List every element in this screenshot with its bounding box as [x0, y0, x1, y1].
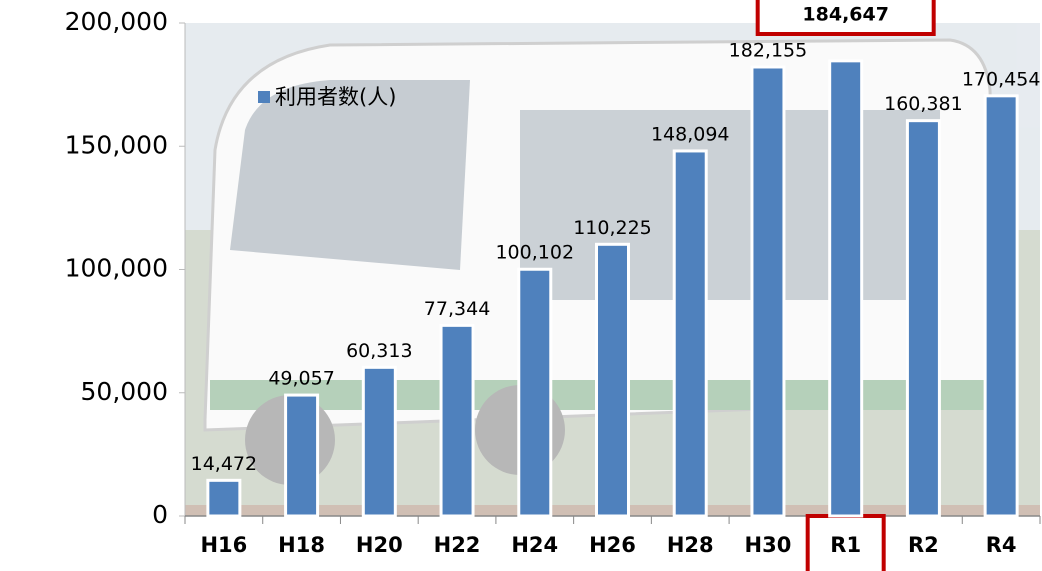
- bar: [985, 96, 1017, 516]
- value-label: 148,094: [651, 123, 730, 145]
- y-tick-label: 0: [152, 500, 168, 529]
- bar: [597, 244, 629, 516]
- bar: [907, 121, 939, 516]
- value-label: 184,647: [802, 4, 889, 26]
- bar: [208, 480, 240, 516]
- x-tick-label: H24: [511, 533, 558, 557]
- x-tick-label: H30: [745, 533, 792, 557]
- value-label: 160,381: [884, 93, 963, 115]
- y-tick-label: 100,000: [65, 254, 168, 283]
- x-tick-label: H20: [356, 533, 403, 557]
- value-label: 182,155: [729, 39, 808, 61]
- chart: 利用者数(人) 0 50,000 100,000 150,000 200,000 H16 1…: [0, 0, 1042, 571]
- x-tick-label: H22: [434, 533, 481, 557]
- legend-label: 利用者数(人): [275, 85, 396, 109]
- value-label: 170,454: [962, 68, 1041, 90]
- x-tick-label: R2: [908, 533, 939, 557]
- value-label: 60,313: [346, 340, 412, 362]
- bar: [674, 151, 706, 516]
- value-label: 77,344: [424, 298, 490, 320]
- value-label: 14,472: [191, 453, 257, 475]
- legend-swatch: [258, 91, 270, 103]
- bar: [441, 325, 473, 516]
- x-tick-label: H18: [278, 533, 325, 557]
- x-tick-label: H16: [200, 533, 247, 557]
- y-tick-label: 200,000: [65, 7, 168, 36]
- bar: [519, 269, 551, 516]
- bar: [830, 61, 862, 516]
- bar: [286, 395, 318, 516]
- value-label: 100,102: [495, 242, 574, 264]
- value-label: 110,225: [573, 217, 652, 239]
- y-tick-label: 150,000: [65, 130, 168, 159]
- x-tick-label: H28: [667, 533, 714, 557]
- bar: [363, 367, 395, 516]
- y-tick-label: 50,000: [81, 377, 168, 406]
- x-tick-label: R4: [986, 533, 1017, 557]
- bar: [752, 67, 784, 516]
- x-tick-label: H26: [589, 533, 636, 557]
- x-tick-label: R1: [830, 533, 861, 557]
- value-label: 49,057: [268, 368, 334, 390]
